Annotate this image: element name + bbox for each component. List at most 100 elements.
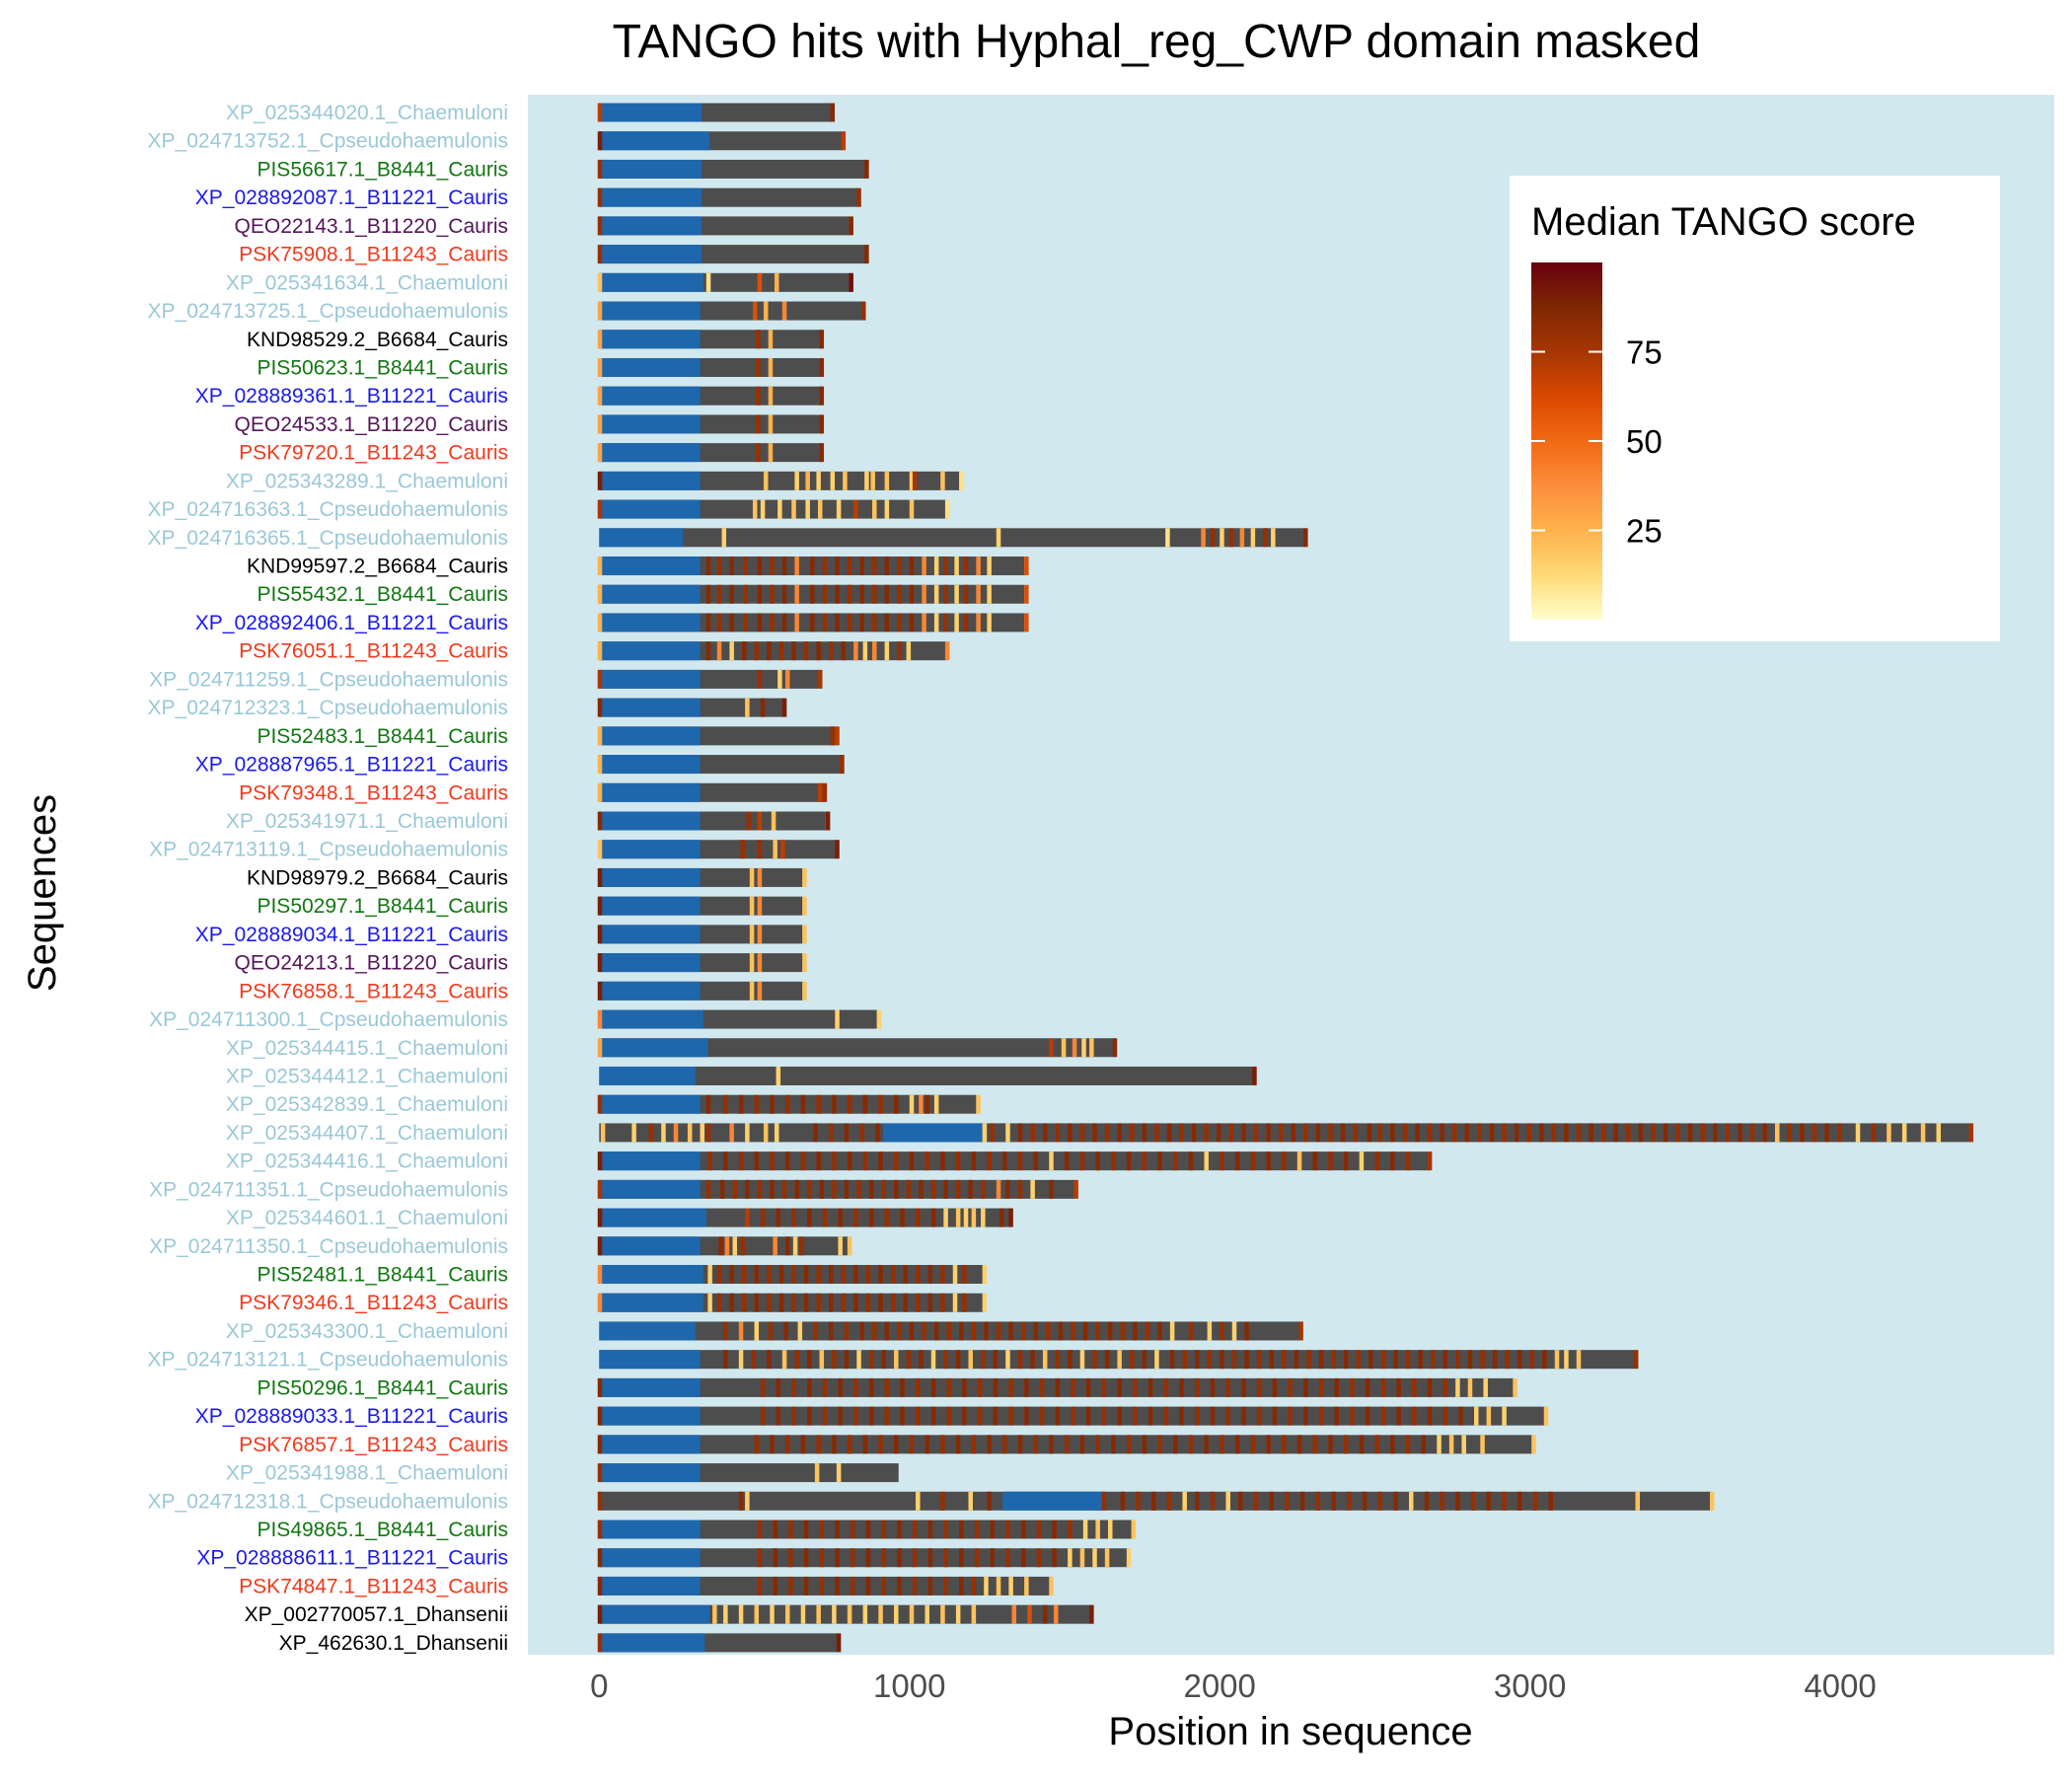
tango-hit	[856, 1350, 861, 1370]
tango-hit	[884, 1377, 890, 1397]
tango-hit	[1415, 1123, 1420, 1143]
tango-hit	[1318, 1350, 1324, 1370]
sequence-label: PSK79720.1_B11243_Cauris	[239, 442, 508, 465]
tango-hit	[1120, 1491, 1126, 1511]
tango-hit	[817, 669, 823, 689]
tango-hit	[1207, 1350, 1213, 1370]
tango-hit	[903, 1265, 908, 1285]
tango-hit	[707, 1293, 712, 1312]
tango-hit	[963, 1208, 969, 1227]
tango-hit	[1131, 1520, 1137, 1539]
tango-hit	[757, 584, 763, 604]
domain-segment	[600, 272, 703, 292]
tango-hit	[1272, 1377, 1278, 1397]
tango-hit	[954, 613, 959, 632]
sequence-label: XP_025344416.1_Chaemuloni	[226, 1150, 508, 1173]
tango-hit	[835, 1576, 840, 1595]
tango-hit	[597, 103, 603, 122]
tango-hit	[716, 613, 722, 632]
tango-hit	[971, 1321, 977, 1341]
tango-hit	[847, 1094, 852, 1114]
tango-hit	[1350, 1406, 1355, 1426]
tango-hit	[878, 1265, 883, 1285]
tango-hit	[1318, 1406, 1324, 1426]
tango-hit	[712, 1604, 717, 1624]
tango-hit	[1081, 1038, 1086, 1058]
tango-hit	[760, 1406, 766, 1426]
tango-hit	[946, 1377, 951, 1397]
tango-hit	[930, 1208, 936, 1227]
sequence-row	[597, 159, 869, 179]
tango-hit	[836, 499, 842, 519]
tango-hit	[822, 613, 828, 632]
domain-segment	[600, 953, 701, 973]
tango-hit	[925, 1604, 929, 1624]
tango-hit	[847, 1236, 852, 1256]
tango-hit	[1111, 1151, 1116, 1171]
tango-hit	[729, 1265, 734, 1285]
sequence-label: XP_025344407.1_Chaemuloni	[226, 1122, 508, 1145]
tango-hit	[1104, 1123, 1110, 1143]
tango-hit	[1166, 1123, 1172, 1143]
domain-segment	[599, 1321, 696, 1341]
tango-hit	[1089, 1604, 1094, 1624]
sequence-label: XP_024712323.1_Cpseudohaemulonis	[148, 697, 508, 719]
tango-hit	[984, 1321, 989, 1341]
tango-hit	[890, 1293, 896, 1312]
tango-hit	[1195, 1377, 1200, 1397]
domain-segment	[599, 1066, 696, 1085]
sequence-label: XP_024711351.1_Cpseudohaemulonis	[149, 1178, 508, 1201]
domain-segment	[600, 1604, 709, 1624]
tango-hit	[745, 1179, 750, 1199]
tango-hit	[757, 1548, 763, 1568]
tango-hit	[841, 641, 847, 661]
tango-hit	[822, 1406, 828, 1426]
tango-hit	[946, 1406, 951, 1426]
sequence-label: PIS55432.1_B8441_Cauris	[257, 583, 508, 606]
tango-hit	[1480, 1435, 1485, 1454]
domain-segment	[600, 925, 701, 944]
tango-hit	[1017, 1179, 1023, 1199]
tango-hit	[1427, 1151, 1433, 1171]
tango-hit	[836, 1463, 842, 1483]
tango-hit	[900, 1377, 905, 1397]
domain-segment	[600, 1435, 701, 1454]
tango-hit	[1204, 1151, 1209, 1171]
tango-hit	[767, 641, 772, 661]
tango-hit	[1104, 1548, 1110, 1568]
tango-hit	[832, 1151, 837, 1171]
tango-hit	[597, 1435, 603, 1454]
tango-hit	[778, 1265, 784, 1285]
tango-hit	[784, 1151, 790, 1171]
tango-hit	[803, 1293, 809, 1312]
tango-hit	[1427, 1123, 1433, 1143]
tango-hit	[770, 557, 775, 576]
tango-hit	[968, 1491, 973, 1511]
tango-hit	[784, 1435, 790, 1454]
tango-hit	[940, 1491, 945, 1511]
tango-hit	[894, 1350, 899, 1370]
tango-hit	[816, 1094, 821, 1114]
tango-hit	[1443, 1406, 1448, 1426]
tango-hit	[993, 1377, 999, 1397]
tango-hit	[1049, 1151, 1054, 1171]
sequence-label: PIS52483.1_B8441_Cauris	[257, 725, 508, 748]
tango-hit	[847, 557, 852, 576]
tango-hit	[784, 669, 790, 689]
tango-hit	[872, 1321, 877, 1341]
tango-hit	[745, 1208, 750, 1227]
tango-hit	[959, 1321, 964, 1341]
legend-tick-label: 75	[1626, 334, 1663, 371]
domain-segment	[600, 1179, 701, 1199]
tango-hit	[844, 1321, 850, 1341]
sequence-row	[597, 1151, 1433, 1171]
sequence-label: XP_025344601.1_Chaemuloni	[226, 1207, 508, 1229]
tango-hit	[705, 1123, 711, 1143]
tango-hit	[1151, 1491, 1156, 1511]
tango-hit	[1252, 1066, 1257, 1085]
tango-hit	[843, 471, 848, 490]
tango-hit	[841, 131, 847, 151]
tango-hit	[1303, 1123, 1308, 1143]
tango-hit	[1228, 1123, 1234, 1143]
tango-hit	[876, 1009, 882, 1029]
